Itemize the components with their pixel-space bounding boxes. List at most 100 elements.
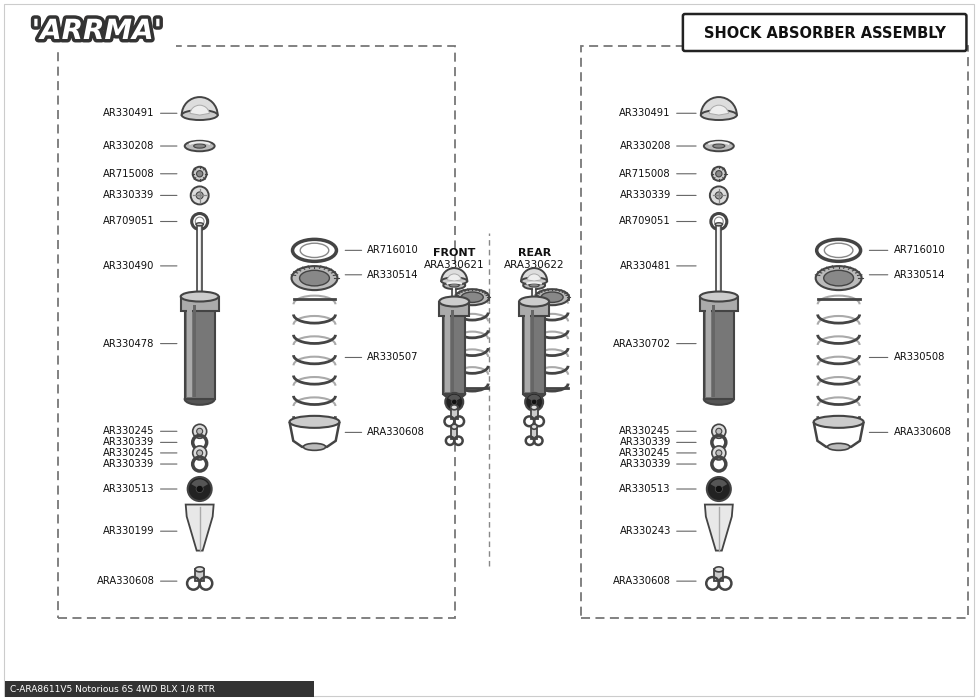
Ellipse shape (441, 277, 467, 285)
Ellipse shape (531, 301, 537, 303)
Ellipse shape (449, 284, 460, 287)
Bar (451, 407, 458, 419)
Bar (531, 309, 534, 391)
Circle shape (445, 393, 464, 411)
Ellipse shape (530, 405, 538, 409)
Text: REAR: REAR (517, 248, 551, 258)
Circle shape (525, 393, 543, 411)
Circle shape (197, 450, 203, 456)
Text: AR330199: AR330199 (103, 526, 155, 536)
Circle shape (197, 171, 203, 177)
Ellipse shape (700, 291, 738, 302)
Ellipse shape (451, 424, 458, 429)
Ellipse shape (443, 281, 466, 289)
Bar (525, 309, 530, 391)
Text: AR330339: AR330339 (103, 438, 155, 447)
Bar (532, 283, 536, 302)
Text: AR709051: AR709051 (619, 216, 671, 227)
Wedge shape (521, 268, 547, 281)
Bar (519, 302, 549, 316)
Circle shape (193, 167, 207, 181)
Ellipse shape (704, 393, 734, 405)
Ellipse shape (712, 144, 725, 148)
Ellipse shape (196, 223, 204, 226)
Wedge shape (447, 274, 462, 281)
Bar (454, 279, 456, 305)
Circle shape (715, 192, 722, 199)
Text: AR330507: AR330507 (368, 353, 418, 363)
Ellipse shape (701, 110, 737, 120)
Text: AR330339: AR330339 (103, 459, 155, 469)
Wedge shape (441, 268, 467, 281)
Bar (443, 307, 466, 393)
Ellipse shape (180, 291, 219, 302)
Circle shape (196, 192, 203, 199)
Bar (197, 224, 202, 296)
Ellipse shape (456, 289, 489, 305)
Ellipse shape (443, 389, 466, 398)
FancyBboxPatch shape (18, 10, 175, 52)
Ellipse shape (451, 301, 458, 303)
Text: AR330481: AR330481 (619, 261, 671, 271)
Text: AR330508: AR330508 (894, 353, 945, 363)
Text: AR330339: AR330339 (103, 190, 155, 200)
Bar (530, 407, 538, 419)
FancyBboxPatch shape (683, 14, 966, 51)
Ellipse shape (523, 389, 545, 398)
Bar (184, 302, 215, 399)
Bar (704, 302, 734, 399)
Ellipse shape (289, 416, 339, 428)
Bar (451, 309, 455, 391)
Bar (706, 304, 710, 397)
Ellipse shape (813, 416, 863, 428)
Text: AR330339: AR330339 (619, 438, 671, 447)
Circle shape (715, 171, 722, 177)
Circle shape (191, 186, 209, 204)
Text: ARA330702: ARA330702 (612, 339, 671, 349)
Text: ARA330608: ARA330608 (97, 576, 155, 586)
Text: AR715008: AR715008 (619, 169, 671, 178)
Circle shape (193, 446, 207, 460)
Text: AR330245: AR330245 (103, 426, 155, 436)
Text: AR716010: AR716010 (368, 246, 419, 256)
Ellipse shape (303, 443, 325, 450)
Text: AR330245: AR330245 (619, 426, 671, 436)
Ellipse shape (451, 405, 458, 409)
Bar (193, 304, 196, 397)
Circle shape (710, 186, 728, 204)
Circle shape (711, 446, 726, 460)
Wedge shape (701, 97, 737, 115)
Ellipse shape (715, 223, 722, 226)
Circle shape (711, 424, 726, 438)
Ellipse shape (439, 297, 469, 307)
Bar (5, 681, 315, 697)
Bar (439, 302, 469, 316)
Text: ARA330622: ARA330622 (504, 260, 564, 270)
Circle shape (711, 167, 726, 181)
Polygon shape (185, 505, 214, 551)
Bar (716, 224, 721, 296)
Text: AR330478: AR330478 (103, 339, 155, 349)
Ellipse shape (714, 567, 723, 572)
Ellipse shape (519, 297, 549, 307)
Wedge shape (710, 105, 728, 115)
Bar (531, 427, 537, 439)
Wedge shape (190, 105, 210, 115)
Bar (198, 228, 200, 293)
Bar (445, 309, 450, 391)
Text: C-ARA8611V5 Notorious 6S 4WD BLX 1/8 RTR: C-ARA8611V5 Notorious 6S 4WD BLX 1/8 RTR (10, 685, 215, 694)
Circle shape (452, 399, 457, 405)
Bar (714, 569, 723, 582)
Wedge shape (191, 480, 208, 489)
Bar (195, 569, 204, 582)
Wedge shape (710, 480, 727, 489)
Text: AR330339: AR330339 (619, 190, 671, 200)
Text: 'ARRMA': 'ARRMA' (31, 18, 162, 46)
Circle shape (707, 477, 731, 501)
Ellipse shape (827, 443, 850, 450)
Text: ARA330608: ARA330608 (894, 428, 952, 438)
Polygon shape (705, 505, 733, 551)
Bar (523, 307, 545, 393)
Ellipse shape (704, 141, 734, 151)
Ellipse shape (184, 393, 215, 405)
